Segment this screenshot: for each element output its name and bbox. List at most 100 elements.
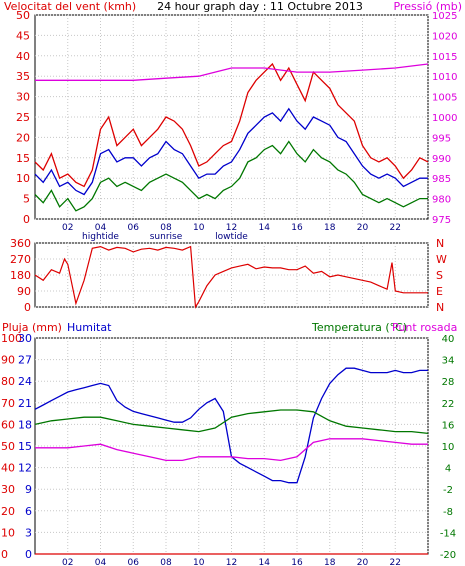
tide-label: hightide xyxy=(82,232,119,242)
y-tick-label: 180 xyxy=(10,269,31,282)
compass-label: S xyxy=(436,269,443,282)
humidity-label: Humitat xyxy=(67,321,112,334)
humidity-tick-label: 18 xyxy=(18,418,32,431)
series-temperature-line xyxy=(34,409,429,435)
rain-tick-label: 70 xyxy=(1,397,15,410)
pressure-label: Pressió (mb) xyxy=(393,0,462,13)
x-tick-label: 14 xyxy=(259,223,271,233)
y-tick-label: 35 xyxy=(16,70,30,83)
x-tick-label: 18 xyxy=(324,558,336,566)
series-avg-line xyxy=(34,107,428,196)
x-tick-label: 20 xyxy=(357,558,369,566)
x-tick-label: 02 xyxy=(62,223,73,233)
x-tick-label: 14 xyxy=(259,558,271,566)
y-right-tick-label: 1025 xyxy=(432,11,457,22)
tide-label: lowtide xyxy=(215,232,248,242)
chart-title: 24 hour graph day : 11 Octubre 2013 xyxy=(157,0,363,13)
x-tick-label: 12 xyxy=(226,223,237,233)
humidity-tick-label: 27 xyxy=(18,354,32,367)
rain-tick-label: 90 xyxy=(1,354,15,367)
rain-tick-label: 50 xyxy=(1,440,15,453)
rain-tick-label: 20 xyxy=(1,505,15,518)
x-tick-label: 20 xyxy=(357,223,369,233)
temp-tick-label: 40 xyxy=(442,334,455,345)
humidity-tick-label: 21 xyxy=(18,397,32,410)
temp-tick-label: 10 xyxy=(442,442,455,453)
y-right-tick-label: 1015 xyxy=(432,52,457,63)
y-tick-label: 5 xyxy=(23,193,30,206)
series-dewpoint-line xyxy=(35,438,428,462)
rain-tick-label: 60 xyxy=(1,418,15,431)
y-tick-label: 15 xyxy=(16,152,30,165)
x-tick-label: 04 xyxy=(95,223,107,233)
y-tick-label: 30 xyxy=(16,91,30,104)
y-tick-label: 20 xyxy=(16,131,30,144)
series-gust-line xyxy=(34,62,429,188)
temp-tick-label: -2 xyxy=(443,485,453,496)
y-right-tick-label: 1010 xyxy=(432,72,457,83)
y-tick-label: 25 xyxy=(16,111,30,124)
y-right-tick-label: 1005 xyxy=(432,93,457,104)
x-tick-label: 12 xyxy=(226,558,237,566)
y-tick-label: 40 xyxy=(16,50,30,63)
compass-label: E xyxy=(436,285,443,298)
y-tick-label: 45 xyxy=(16,29,30,42)
rain-tick-label: 80 xyxy=(1,375,15,388)
rain-label: Pluja (mm) xyxy=(2,321,62,334)
y-right-tick-label: 980 xyxy=(432,195,451,206)
series-direction-line xyxy=(34,245,428,309)
y-tick-label: 10 xyxy=(16,172,30,185)
temp-tick-label: 16 xyxy=(442,420,455,431)
temp-tick-label: -8 xyxy=(443,507,453,518)
temp-tick-label: -20 xyxy=(440,550,456,561)
humidity-tick-label: 9 xyxy=(25,483,32,496)
x-tick-label: 22 xyxy=(390,558,401,566)
humidity-tick-label: 0 xyxy=(25,548,32,561)
x-tick-label: 10 xyxy=(193,223,205,233)
wind-pressure-panel: 0510152025303540455097598098599099510001… xyxy=(16,9,457,242)
tide-label: sunrise xyxy=(150,232,183,242)
x-tick-label: 06 xyxy=(128,558,140,566)
temperature-label: Temperatura (°C) xyxy=(311,321,407,334)
y-right-tick-label: 1000 xyxy=(432,113,457,124)
temp-tick-label: 4 xyxy=(445,464,451,475)
y-tick-label: 0 xyxy=(23,213,30,226)
x-tick-label: 06 xyxy=(128,223,140,233)
temp-tick-label: 28 xyxy=(442,377,455,388)
x-tick-label: 16 xyxy=(291,223,303,233)
rain-tick-label: 0 xyxy=(1,548,8,561)
rain-tick-label: 40 xyxy=(1,462,15,475)
series-pressure-line xyxy=(35,63,429,81)
humidity-tick-label: 24 xyxy=(18,375,32,388)
y-right-tick-label: 1020 xyxy=(432,31,457,42)
y-tick-label: 90 xyxy=(17,285,31,298)
temp-tick-label: -14 xyxy=(440,528,456,539)
y-tick-label: 50 xyxy=(16,9,30,22)
y-tick-label: 0 xyxy=(24,301,31,314)
y-right-tick-label: 975 xyxy=(432,215,451,226)
x-tick-label: 08 xyxy=(160,223,172,233)
temp-tick-label: 34 xyxy=(442,356,455,367)
x-tick-label: 04 xyxy=(95,558,107,566)
dewpoint-label: Punt rosada xyxy=(392,321,457,334)
x-tick-label: 10 xyxy=(193,558,205,566)
humidity-tick-label: 12 xyxy=(18,462,32,475)
humidity-tick-label: 30 xyxy=(18,332,32,345)
x-tick-label: 02 xyxy=(62,558,73,566)
rain-tick-label: 10 xyxy=(1,526,15,539)
y-tick-label: 360 xyxy=(10,237,31,250)
rain-tick-label: 30 xyxy=(1,483,15,496)
x-tick-label: 08 xyxy=(160,558,172,566)
series-low-line xyxy=(34,140,428,212)
rain-tick-label: 100 xyxy=(1,332,22,345)
y-right-tick-label: 995 xyxy=(432,133,451,144)
humidity-tick-label: 15 xyxy=(18,440,32,453)
x-tick-label: 16 xyxy=(291,558,303,566)
compass-label: N xyxy=(436,237,444,250)
temp-tick-label: 22 xyxy=(442,399,455,410)
humidity-tick-label: 3 xyxy=(25,526,32,539)
compass-label: N xyxy=(436,301,444,314)
wind-speed-label: Velocitat del vent (kmh) xyxy=(4,0,136,13)
